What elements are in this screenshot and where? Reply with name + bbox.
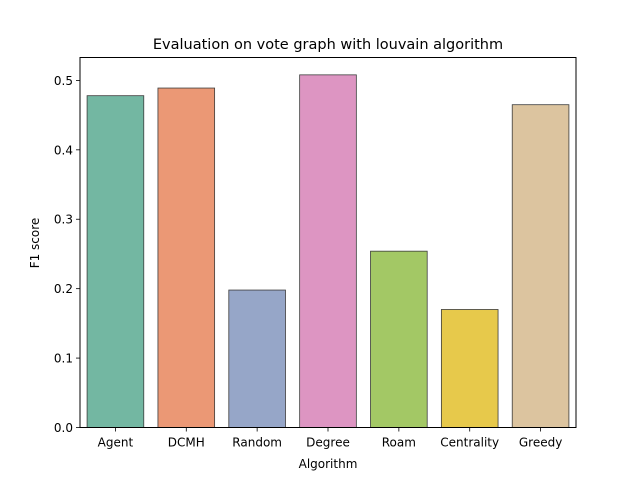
y-tick-label: 0.4 <box>54 143 73 157</box>
x-tick-label: Agent <box>98 436 134 450</box>
bar-random <box>228 289 286 428</box>
x-tick-label: Roam <box>382 436 416 450</box>
x-tick-label: Greedy <box>519 436 562 450</box>
plot-frame <box>79 57 577 428</box>
bar-roam <box>370 250 428 428</box>
y-tick-label: 0.1 <box>54 352 73 366</box>
x-tick-label: Centrality <box>440 436 499 450</box>
x-tick-label: DCMH <box>168 436 205 450</box>
y-tick-label: 0.3 <box>54 213 73 227</box>
x-tick-label: Degree <box>306 436 350 450</box>
y-tick-label: 0.0 <box>54 421 73 435</box>
x-axis-label: Algorithm <box>299 457 358 471</box>
y-tick-label: 0.2 <box>54 282 73 296</box>
x-axis: Agent DCMH Random Degree Roam Centrality Greed… <box>98 427 562 450</box>
chart-title: Evaluation on vote graph with louvain al… <box>153 37 503 53</box>
bar-degree <box>299 74 357 428</box>
bar-dcmh <box>157 87 216 428</box>
y-axis-label: F1 score <box>28 218 42 269</box>
y-axis: 0.0 0.1 0.2 0.3 0.4 0.5 <box>54 74 80 435</box>
y-tick-label: 0.5 <box>54 74 73 88</box>
bar-centrality <box>440 309 499 428</box>
x-tick-label: Random <box>232 436 282 450</box>
bar-greedy <box>511 104 570 428</box>
bars-layer <box>86 74 570 428</box>
bar-agent <box>86 95 145 428</box>
